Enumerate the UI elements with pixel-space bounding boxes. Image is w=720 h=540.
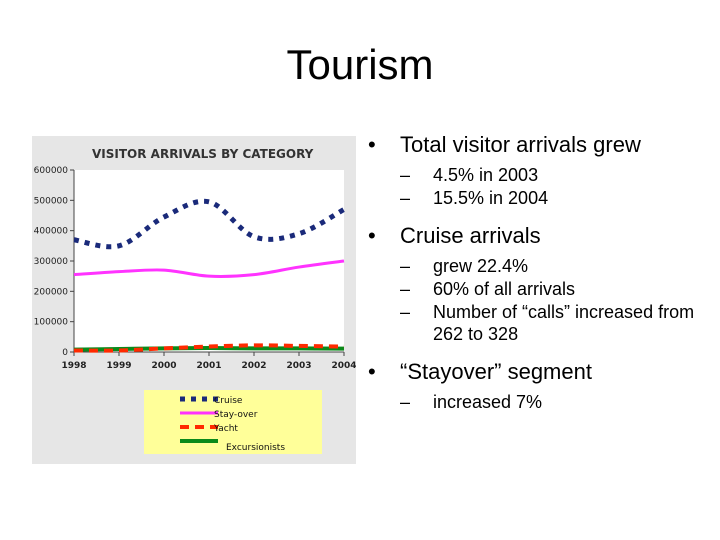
bullet-list: • Total visitor arrivals grew – 4.5% in 200…: [368, 132, 718, 413]
y-tick-label: 200000: [34, 287, 69, 297]
sub-bullet-item: – grew 22.4%: [400, 255, 718, 277]
sub-bullet-marker: –: [400, 188, 411, 208]
y-tick-label: 400000: [34, 227, 69, 237]
legend-label: Stay-over: [214, 410, 258, 420]
sub-bullet-text: 60% of all arrivals: [433, 279, 576, 299]
sub-bullet-text: 4.5% in 2003: [433, 165, 539, 185]
x-tick-label: 2003: [286, 361, 311, 371]
series-line-stay-over: [73, 259, 345, 278]
bullet-text: Cruise arrivals: [400, 223, 541, 248]
legend-label: Cruise: [214, 396, 243, 406]
sub-bullet-list: – increased 7%: [400, 391, 718, 413]
legend-box: [144, 390, 322, 454]
legend-label: Yacht: [213, 424, 238, 434]
y-tick-label: 500000: [34, 196, 69, 206]
y-tick-label: 100000: [34, 318, 69, 328]
sub-bullet-marker: –: [400, 392, 411, 412]
x-tick-label: 2001: [196, 361, 221, 371]
series-line-cruise: [73, 198, 346, 250]
bullet-marker: •: [368, 132, 376, 157]
sub-bullet-marker: –: [400, 302, 411, 322]
bullet-text: Total visitor arrivals grew: [400, 132, 641, 157]
sub-bullet-text: increased 7%: [433, 392, 543, 412]
bullet-item: • Total visitor arrivals grew – 4.5% in 200…: [368, 132, 718, 209]
bullet-item: • Cruise arrivals – grew 22.4% – 60% of all a…: [368, 223, 718, 345]
series-line-yacht: [73, 343, 345, 353]
sub-bullet-text: 15.5% in 2004: [433, 188, 549, 208]
sub-bullet-marker: –: [400, 165, 411, 185]
bullet-marker: •: [368, 359, 376, 384]
x-tick-label: 1998: [61, 361, 86, 371]
slide-content: • Total visitor arrivals grew – 4.5% in 200…: [368, 128, 718, 423]
sub-bullet-list: – grew 22.4% – 60% of all arrivals – Number o…: [400, 255, 718, 345]
sub-bullet-item: – Number of “calls” increased from 262 to…: [400, 301, 718, 345]
sub-bullet-item: – 4.5% in 2003: [400, 164, 718, 186]
y-tick-label: 0: [62, 348, 68, 358]
bullet-marker: •: [368, 223, 376, 248]
sub-bullet-marker: –: [400, 256, 411, 276]
bullet-text: “Stayover” segment: [400, 359, 592, 384]
x-tick-label: 2004: [331, 361, 356, 371]
chart-title: VISITOR ARRIVALS BY CATEGORY: [92, 147, 314, 161]
chart-svg: VISITOR ARRIVALS BY CATEGORY 600000 500000…: [32, 136, 357, 464]
x-tick-label: 2002: [241, 361, 266, 371]
y-tick-label: 600000: [34, 166, 69, 176]
legend-label: Excursionists: [226, 443, 285, 453]
x-tick-label: 2000: [151, 361, 176, 371]
visitor-arrivals-chart: VISITOR ARRIVALS BY CATEGORY 600000 500000…: [32, 136, 357, 464]
sub-bullet-text: grew 22.4%: [433, 256, 529, 276]
y-tick-label: 300000: [34, 257, 69, 267]
sub-bullet-text: Number of “calls” increased from 262 to …: [433, 302, 695, 344]
sub-bullet-item: – 15.5% in 2004: [400, 187, 718, 209]
sub-bullet-item: – 60% of all arrivals: [400, 278, 718, 300]
sub-bullet-item: – increased 7%: [400, 391, 718, 413]
slide-title: Tourism: [286, 41, 434, 88]
x-tick-label: 1999: [106, 361, 131, 371]
sub-bullet-marker: –: [400, 279, 411, 299]
plot-area: [74, 170, 344, 352]
bullet-item: • “Stayover” segment – increased 7%: [368, 359, 718, 413]
sub-bullet-list: – 4.5% in 2003 – 15.5% in 2004: [400, 164, 718, 209]
